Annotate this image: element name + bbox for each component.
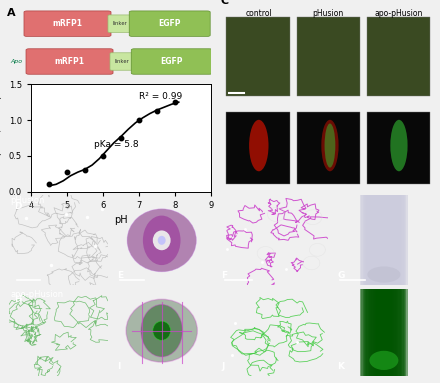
Bar [297, 17, 360, 96]
Ellipse shape [321, 120, 339, 171]
Bar [379, 195, 388, 285]
Text: mRFP1: mRFP1 [55, 57, 84, 66]
Bar [227, 17, 290, 96]
Bar [375, 289, 392, 376]
Text: linker: linker [113, 21, 128, 26]
Ellipse shape [249, 120, 268, 171]
Text: EGFP: EGFP [161, 57, 183, 66]
Bar [379, 289, 388, 376]
FancyBboxPatch shape [129, 11, 210, 36]
Bar [376, 289, 390, 376]
Text: J: J [221, 362, 224, 371]
Bar [376, 195, 390, 285]
Text: G: G [337, 271, 345, 280]
Bar [374, 195, 393, 285]
Bar [363, 289, 405, 376]
Bar [375, 195, 392, 285]
Text: pHusion: pHusion [312, 10, 344, 18]
Text: R² = 0.99: R² = 0.99 [139, 92, 182, 101]
Bar [367, 195, 400, 285]
Text: F: F [221, 271, 227, 280]
Ellipse shape [325, 123, 335, 168]
Text: mRFP1: mRFP1 [52, 19, 82, 28]
Ellipse shape [127, 209, 196, 272]
Bar [227, 113, 290, 184]
Text: D: D [14, 201, 21, 211]
Text: Apo: Apo [11, 59, 23, 64]
Text: I: I [117, 362, 121, 371]
Text: pHusion: pHusion [11, 196, 45, 205]
Ellipse shape [153, 321, 171, 340]
Bar [381, 195, 385, 285]
Text: apo-pHusion: apo-pHusion [375, 10, 423, 18]
Bar [363, 195, 405, 285]
Text: pKa = 5.8: pKa = 5.8 [94, 140, 139, 149]
Text: C: C [220, 0, 228, 6]
Bar [380, 195, 386, 285]
Bar [360, 289, 408, 376]
Bar [378, 195, 389, 285]
Bar [365, 195, 402, 285]
Bar [371, 195, 396, 285]
Bar [360, 195, 408, 285]
Bar [378, 289, 389, 376]
Bar [361, 289, 406, 376]
Text: H: H [14, 295, 22, 304]
Text: E: E [117, 271, 123, 280]
Ellipse shape [390, 120, 407, 171]
Ellipse shape [141, 304, 183, 357]
Bar [370, 289, 397, 376]
Bar [373, 195, 394, 285]
Text: apo-pHusion: apo-pHusion [11, 290, 64, 298]
Bar [367, 113, 430, 184]
X-axis label: pH: pH [114, 215, 128, 225]
Text: K: K [337, 362, 345, 371]
Bar [367, 289, 401, 376]
Bar [297, 113, 360, 184]
Ellipse shape [153, 231, 171, 250]
Ellipse shape [158, 236, 166, 245]
Bar [369, 289, 398, 376]
FancyBboxPatch shape [26, 49, 113, 74]
FancyBboxPatch shape [110, 53, 134, 70]
Text: EGFP: EGFP [158, 19, 181, 28]
Bar [370, 195, 397, 285]
Bar [373, 289, 394, 376]
Bar [364, 289, 403, 376]
Text: A: A [7, 8, 15, 18]
Bar [364, 195, 403, 285]
Bar [367, 289, 400, 376]
Bar [367, 195, 401, 285]
Ellipse shape [370, 351, 398, 370]
FancyBboxPatch shape [24, 11, 111, 36]
Y-axis label: Ratio (EGFP/mRFP1): Ratio (EGFP/mRFP1) [0, 96, 3, 180]
Text: linker: linker [115, 59, 130, 64]
Text: control: control [246, 10, 272, 18]
FancyBboxPatch shape [108, 15, 132, 33]
FancyBboxPatch shape [131, 49, 212, 74]
Bar [361, 195, 406, 285]
Bar [365, 289, 402, 376]
Bar [371, 289, 396, 376]
Bar [369, 195, 398, 285]
Ellipse shape [367, 267, 400, 283]
Ellipse shape [143, 216, 180, 265]
Ellipse shape [126, 299, 198, 362]
Bar [374, 289, 393, 376]
Bar [367, 17, 430, 96]
